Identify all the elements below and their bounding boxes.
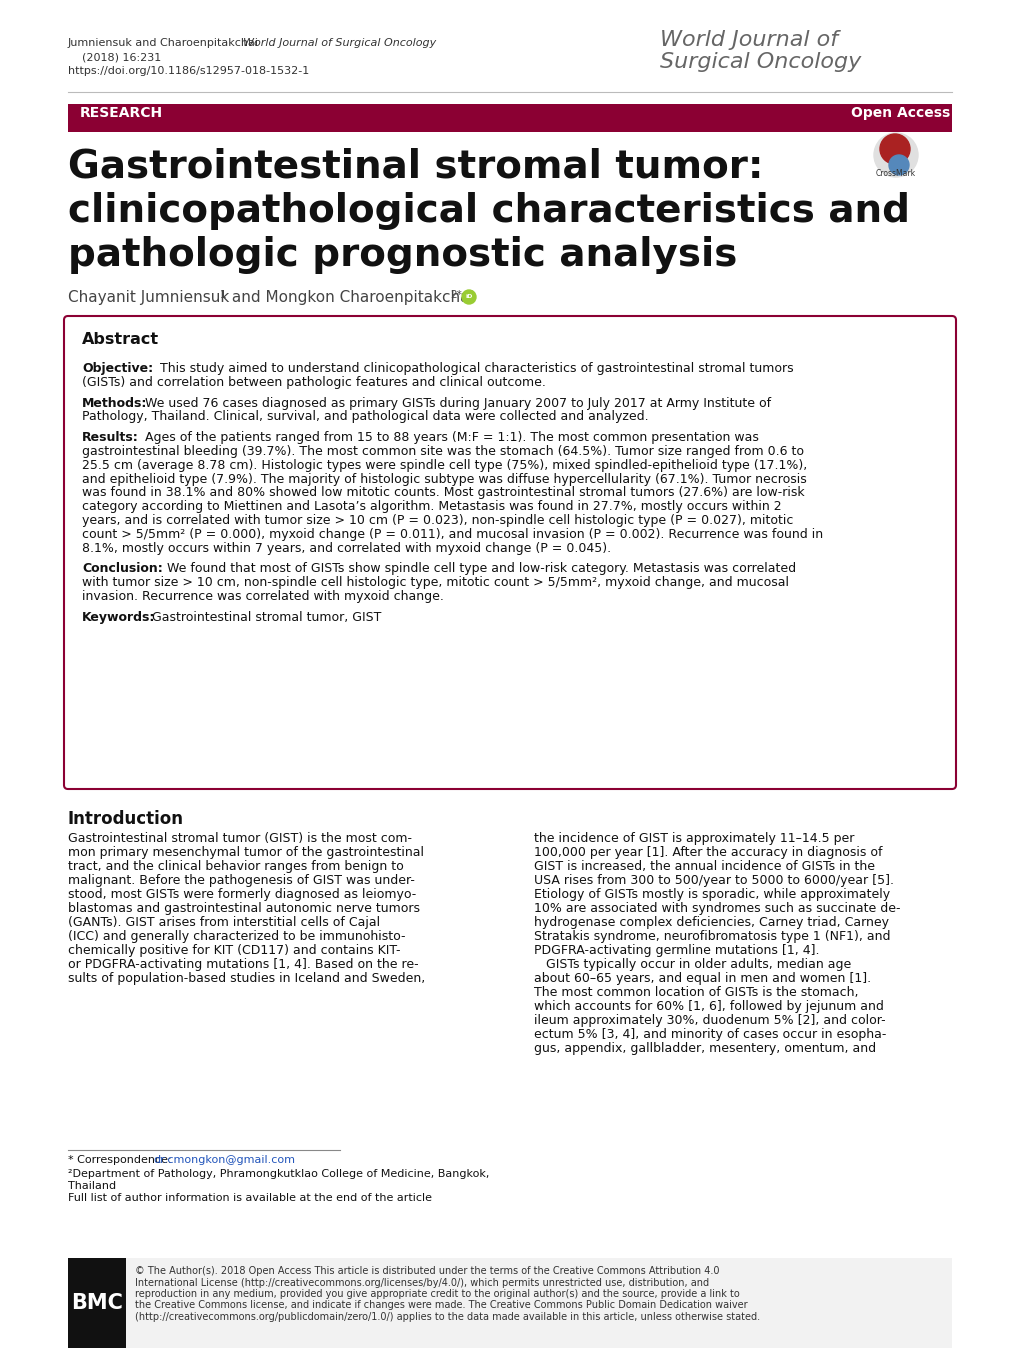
Text: 25.5 cm (average 8.78 cm). Histologic types were spindle cell type (75%), mixed : 25.5 cm (average 8.78 cm). Histologic ty… — [82, 459, 806, 472]
Text: Abstract: Abstract — [82, 332, 159, 347]
Text: years, and is correlated with tumor size > 10 cm (P = 0.023), non-spindle cell h: years, and is correlated with tumor size… — [82, 514, 793, 527]
Text: CrossMark: CrossMark — [875, 169, 915, 178]
Text: hydrogenase complex deficiencies, Carney triad, Carney: hydrogenase complex deficiencies, Carney… — [534, 916, 889, 930]
Text: Full list of author information is available at the end of the article: Full list of author information is avail… — [68, 1192, 432, 1203]
Text: or PDGFRA-activating mutations [1, 4]. Based on the re-: or PDGFRA-activating mutations [1, 4]. B… — [68, 958, 418, 972]
Text: (GANTs). GIST arises from interstitial cells of Cajal: (GANTs). GIST arises from interstitial c… — [68, 916, 380, 930]
Text: tract, and the clinical behavior ranges from benign to: tract, and the clinical behavior ranges … — [68, 860, 404, 873]
Text: mon primary mesenchymal tumor of the gastrointestinal: mon primary mesenchymal tumor of the gas… — [68, 846, 424, 859]
Text: Jumniensuk and Charoenpitakchai: Jumniensuk and Charoenpitakchai — [68, 38, 262, 47]
Text: (http://creativecommons.org/publicdomain/zero/1.0/) applies to the data made ava: (http://creativecommons.org/publicdomain… — [135, 1312, 759, 1322]
Text: USA rises from 300 to 500/year to 5000 to 6000/year [5].: USA rises from 300 to 500/year to 5000 t… — [534, 874, 893, 888]
Text: (GISTs) and correlation between pathologic features and clinical outcome.: (GISTs) and correlation between patholog… — [82, 375, 545, 389]
Text: Thailand: Thailand — [68, 1182, 116, 1191]
Text: count > 5/5mm² (P = 0.000), myxoid change (P = 0.011), and mucosal invasion (P =: count > 5/5mm² (P = 0.000), myxoid chang… — [82, 528, 822, 541]
Bar — [68, 1257, 126, 1348]
Text: dr.cmongkon@gmail.com: dr.cmongkon@gmail.com — [153, 1154, 294, 1165]
Text: about 60–65 years, and equal in men and women [1].: about 60–65 years, and equal in men and … — [534, 972, 870, 985]
Text: Keywords:: Keywords: — [82, 611, 155, 623]
Text: and Mongkon Charoenpitakchai: and Mongkon Charoenpitakchai — [227, 290, 473, 305]
Text: Open Access: Open Access — [850, 106, 949, 121]
Text: World Journal of: World Journal of — [659, 30, 838, 50]
Text: Chayanit Jumniensuk: Chayanit Jumniensuk — [68, 290, 229, 305]
Text: Objective:: Objective: — [82, 362, 153, 375]
Text: clinicopathological characteristics and: clinicopathological characteristics and — [68, 192, 909, 230]
Text: the incidence of GIST is approximately 11–14.5 per: the incidence of GIST is approximately 1… — [534, 832, 854, 846]
Text: Pathology, Thailand. Clinical, survival, and pathological data were collected an: Pathology, Thailand. Clinical, survival,… — [82, 411, 648, 423]
Text: Results:: Results: — [82, 431, 139, 444]
Text: Introduction: Introduction — [68, 810, 183, 828]
Text: Gastrointestinal stromal tumor (GIST) is the most com-: Gastrointestinal stromal tumor (GIST) is… — [68, 832, 412, 846]
Text: PDGFRA-activating germline mutations [1, 4].: PDGFRA-activating germline mutations [1,… — [534, 944, 818, 957]
Circle shape — [873, 133, 917, 178]
Circle shape — [879, 134, 909, 164]
FancyBboxPatch shape — [64, 316, 955, 789]
Text: BMC: BMC — [71, 1293, 123, 1313]
Text: Etiology of GISTs mostly is sporadic, while approximately: Etiology of GISTs mostly is sporadic, wh… — [534, 888, 890, 901]
Text: GISTs typically occur in older adults, median age: GISTs typically occur in older adults, m… — [534, 958, 851, 972]
Text: sults of population-based studies in Iceland and Sweden,: sults of population-based studies in Ice… — [68, 972, 425, 985]
Text: The most common location of GISTs is the stomach,: The most common location of GISTs is the… — [534, 986, 858, 999]
Text: World Journal of Surgical Oncology: World Journal of Surgical Oncology — [243, 38, 436, 47]
Text: We found that most of GISTs show spindle cell type and low-risk category. Metast: We found that most of GISTs show spindle… — [163, 562, 796, 576]
Text: Conclusion:: Conclusion: — [82, 562, 163, 576]
Text: This study aimed to understand clinicopathological characteristics of gastrointe: This study aimed to understand clinicopa… — [156, 362, 793, 375]
Text: 1: 1 — [220, 290, 226, 299]
Text: We used 76 cases diagnosed as primary GISTs during January 2007 to July 2017 at : We used 76 cases diagnosed as primary GI… — [141, 397, 770, 409]
Text: category according to Miettinen and Lasota’s algorithm. Metastasis was found in : category according to Miettinen and Laso… — [82, 500, 781, 514]
Text: chemically positive for KIT (CD117) and contains KIT-: chemically positive for KIT (CD117) and … — [68, 944, 400, 957]
Text: pathologic prognostic analysis: pathologic prognostic analysis — [68, 236, 737, 274]
Text: ²Department of Pathology, Phramongkutklao College of Medicine, Bangkok,: ²Department of Pathology, Phramongkutkla… — [68, 1169, 489, 1179]
Text: invasion. Recurrence was correlated with myxoid change.: invasion. Recurrence was correlated with… — [82, 589, 443, 603]
Text: Methods:: Methods: — [82, 397, 147, 409]
Text: 10% are associated with syndromes such as succinate de-: 10% are associated with syndromes such a… — [534, 902, 900, 915]
Circle shape — [889, 154, 908, 175]
Text: gus, appendix, gallbladder, mesentery, omentum, and: gus, appendix, gallbladder, mesentery, o… — [534, 1042, 875, 1056]
Text: and epithelioid type (7.9%). The majority of histologic subtype was diffuse hype: and epithelioid type (7.9%). The majorit… — [82, 473, 806, 485]
Text: Ages of the patients ranged from 15 to 88 years (M:F = 1:1). The most common pre: Ages of the patients ranged from 15 to 8… — [141, 431, 758, 444]
Bar — [68, 104, 951, 131]
Text: RESEARCH: RESEARCH — [79, 106, 163, 121]
Text: Stratakis syndrome, neurofibromatosis type 1 (NF1), and: Stratakis syndrome, neurofibromatosis ty… — [534, 930, 890, 943]
Text: (2018) 16:231: (2018) 16:231 — [68, 51, 161, 62]
Text: Gastrointestinal stromal tumor, GIST: Gastrointestinal stromal tumor, GIST — [148, 611, 381, 623]
Text: ectum 5% [3, 4], and minority of cases occur in esopha-: ectum 5% [3, 4], and minority of cases o… — [534, 1028, 886, 1041]
Text: blastomas and gastrointestinal autonomic nerve tumors: blastomas and gastrointestinal autonomic… — [68, 902, 420, 915]
Text: * Correspondence:: * Correspondence: — [68, 1154, 175, 1165]
Text: 100,000 per year [1]. After the accuracy in diagnosis of: 100,000 per year [1]. After the accuracy… — [534, 846, 881, 859]
Text: stood, most GISTs were formerly diagnosed as leiomyo-: stood, most GISTs were formerly diagnose… — [68, 888, 416, 901]
Text: gastrointestinal bleeding (39.7%). The most common site was the stomach (64.5%).: gastrointestinal bleeding (39.7%). The m… — [82, 444, 803, 458]
Bar — [68, 1257, 951, 1348]
Text: which accounts for 60% [1, 6], followed by jejunum and: which accounts for 60% [1, 6], followed … — [534, 1000, 883, 1014]
Text: malignant. Before the pathogenesis of GIST was under-: malignant. Before the pathogenesis of GI… — [68, 874, 415, 888]
Text: was found in 38.1% and 80% showed low mitotic counts. Most gastrointestinal stro: was found in 38.1% and 80% showed low mi… — [82, 486, 804, 500]
Circle shape — [462, 290, 476, 304]
Text: https://doi.org/10.1186/s12957-018-1532-1: https://doi.org/10.1186/s12957-018-1532-… — [68, 66, 309, 76]
Text: 8.1%, mostly occurs within 7 years, and correlated with myxoid change (P = 0.045: 8.1%, mostly occurs within 7 years, and … — [82, 542, 610, 554]
Text: International License (http://creativecommons.org/licenses/by/4.0/), which permi: International License (http://creativeco… — [135, 1278, 708, 1287]
Text: iD: iD — [465, 294, 472, 298]
Text: reproduction in any medium, provided you give appropriate credit to the original: reproduction in any medium, provided you… — [135, 1289, 739, 1299]
Text: (ICC) and generally characterized to be immunohisto-: (ICC) and generally characterized to be … — [68, 930, 406, 943]
Text: © The Author(s). 2018 Open Access This article is distributed under the terms of: © The Author(s). 2018 Open Access This a… — [135, 1266, 718, 1276]
Text: with tumor size > 10 cm, non-spindle cell histologic type, mitotic count > 5/5mm: with tumor size > 10 cm, non-spindle cel… — [82, 576, 789, 589]
Text: Gastrointestinal stromal tumor:: Gastrointestinal stromal tumor: — [68, 148, 763, 186]
Text: 2*: 2* — [449, 290, 462, 299]
Text: ileum approximately 30%, duodenum 5% [2], and color-: ileum approximately 30%, duodenum 5% [2]… — [534, 1014, 884, 1027]
Text: Surgical Oncology: Surgical Oncology — [659, 51, 860, 72]
Text: GIST is increased, the annual incidence of GISTs in the: GIST is increased, the annual incidence … — [534, 860, 874, 873]
Text: the Creative Commons license, and indicate if changes were made. The Creative Co: the Creative Commons license, and indica… — [135, 1301, 747, 1310]
